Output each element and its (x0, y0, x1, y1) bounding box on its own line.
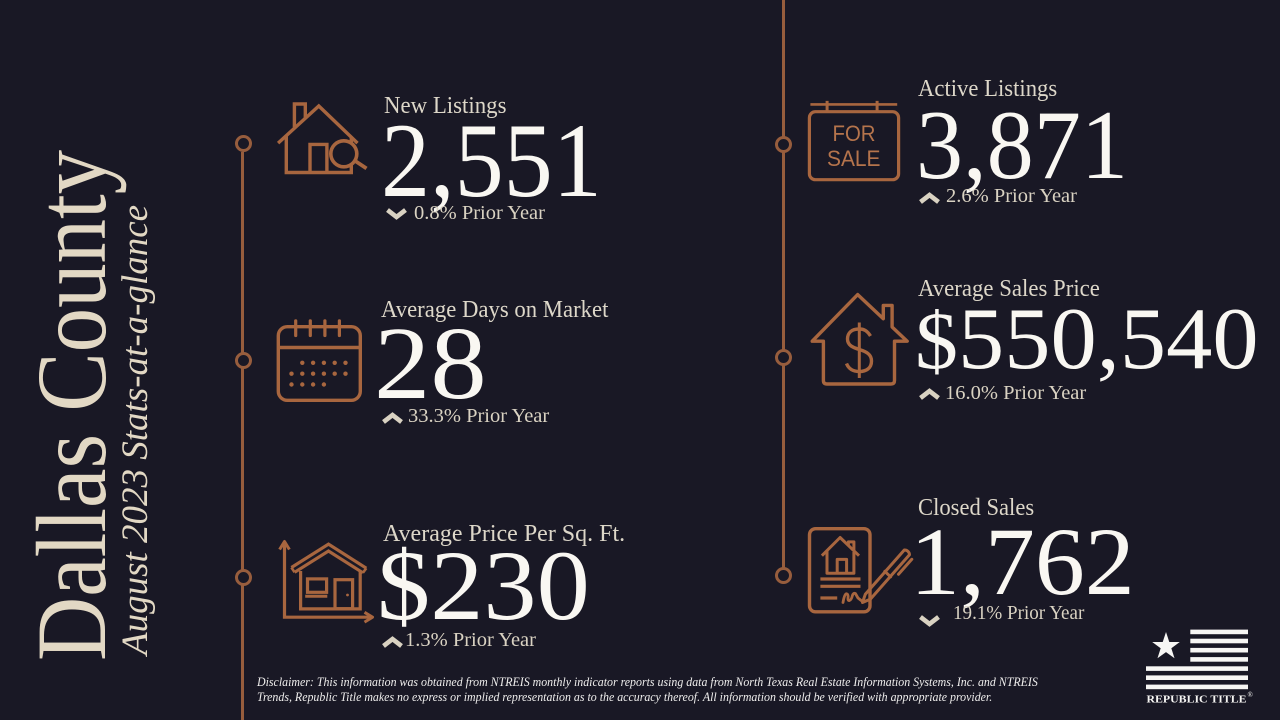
svg-text:FOR: FOR (833, 121, 876, 146)
svg-text:®: ® (1248, 691, 1254, 699)
svg-text:REPUBLIC TITLE: REPUBLIC TITLE (1147, 694, 1247, 706)
svg-text:SALE: SALE (827, 146, 881, 171)
